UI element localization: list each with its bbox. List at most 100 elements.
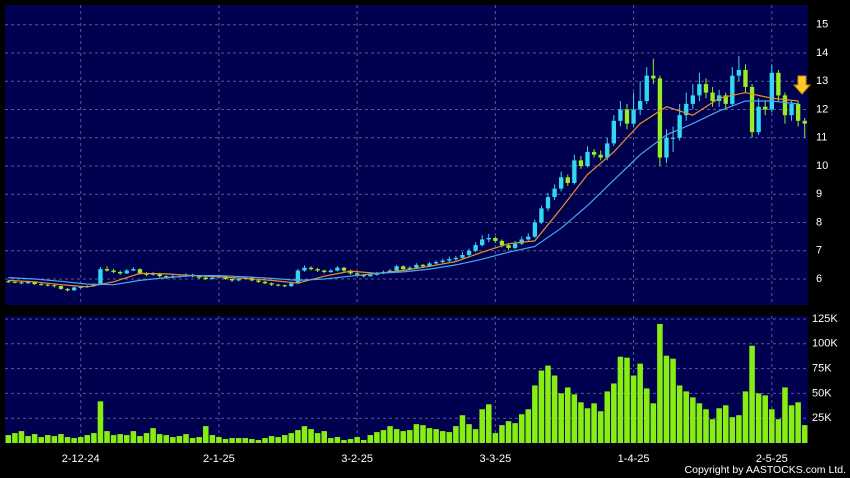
volume-bar [209, 435, 216, 443]
volume-bar [742, 391, 749, 443]
candle-body [572, 160, 577, 183]
volume-bar [281, 435, 288, 443]
volume-bar [472, 429, 479, 443]
volume-bar [64, 437, 71, 443]
candle-body [374, 273, 380, 275]
volume-bar [762, 395, 768, 443]
candle-body [275, 284, 281, 286]
volume-bar [12, 433, 18, 443]
volume-bar [97, 401, 104, 443]
volume-bar [222, 439, 229, 443]
candle-body [361, 274, 366, 277]
volume-bar [130, 431, 137, 443]
volume-bar [637, 363, 643, 443]
volume-bar [782, 387, 788, 443]
volume-bar [564, 387, 571, 443]
copyright: Copyright by AASTOCKS.com Ltd. [685, 464, 846, 476]
volume-bar [150, 428, 156, 443]
volume-bar [202, 426, 209, 443]
volume-bar [400, 431, 406, 443]
candle-body [440, 260, 445, 263]
volume-bar [736, 415, 742, 443]
candle-body [25, 281, 31, 284]
volume-bar [275, 437, 281, 443]
volume-bar [749, 345, 755, 443]
volume-bar [709, 419, 716, 443]
candle-body [354, 273, 360, 275]
volume-bar [77, 437, 84, 443]
volume-bar [308, 429, 314, 443]
volume-bar [176, 436, 183, 443]
candle-body [624, 109, 630, 124]
volume-bar [235, 438, 242, 443]
volume-bar [611, 383, 617, 443]
volume-bar [755, 393, 762, 443]
volume-bar [25, 436, 31, 443]
candles [6, 55, 807, 292]
candle-body [39, 284, 44, 286]
candle-body [302, 267, 307, 271]
volume-bar [571, 394, 578, 443]
candle-body [315, 269, 320, 271]
candle-body [802, 120, 807, 124]
volume-bar [183, 434, 189, 443]
volume-bar [617, 356, 624, 443]
volume-bar [499, 425, 505, 443]
candle-body [690, 95, 695, 104]
candle-body [414, 264, 419, 268]
y-tick-label: 8 [816, 216, 822, 228]
x-tick-label: 2-12-24 [62, 453, 100, 465]
volume-bar [262, 438, 268, 443]
candle-body [12, 281, 18, 283]
candle-body [532, 222, 538, 237]
x-tick-label: 2-5-25 [756, 453, 788, 465]
candle-body [552, 188, 557, 198]
volume-bar [374, 432, 380, 443]
volume-bar [604, 391, 611, 443]
candle-body [19, 282, 24, 284]
volume-bar [117, 434, 123, 443]
volume-bar [492, 433, 499, 443]
volume-tick-label: 75K [812, 362, 832, 374]
candle-body [308, 267, 314, 270]
candle-body [776, 72, 781, 96]
volume-bar [347, 439, 354, 443]
x-tick-label: 1-4-25 [618, 453, 650, 465]
volume-bar [446, 432, 453, 443]
volume-bar [722, 405, 729, 443]
candle-body [736, 69, 742, 76]
candle-body [433, 262, 439, 264]
candle-body [473, 245, 478, 251]
volume-bar [393, 429, 400, 443]
volume-bar [51, 436, 58, 443]
volume-bar [453, 426, 459, 443]
candle-body [519, 239, 524, 244]
volume-bar [110, 435, 117, 443]
moving-average-line [8, 91, 799, 288]
candle-body [348, 270, 353, 274]
candle-body [256, 280, 261, 282]
candle-body [282, 285, 287, 287]
volume-bar [255, 440, 262, 443]
candle-body [743, 69, 748, 87]
candle-body [52, 285, 57, 287]
volume-tick-label: 50K [812, 387, 832, 399]
candle-body [71, 287, 77, 291]
volume-bar [439, 431, 446, 443]
candle-body [605, 143, 610, 158]
candle-body [506, 245, 511, 248]
candle-body [460, 255, 465, 258]
candle-body [670, 137, 676, 139]
volume-bar [301, 426, 308, 443]
candle-body [651, 75, 656, 79]
volume-bar [360, 440, 367, 443]
candle-body [262, 281, 268, 284]
volume-bar [196, 437, 202, 443]
candle-body [407, 267, 412, 270]
candle-body [782, 95, 788, 116]
volume-bar [58, 434, 64, 443]
volume-bars [5, 323, 808, 443]
x-tick-label: 3-3-25 [479, 453, 511, 465]
y-tick-label: 15 [816, 19, 828, 31]
volume-bar [18, 431, 25, 443]
